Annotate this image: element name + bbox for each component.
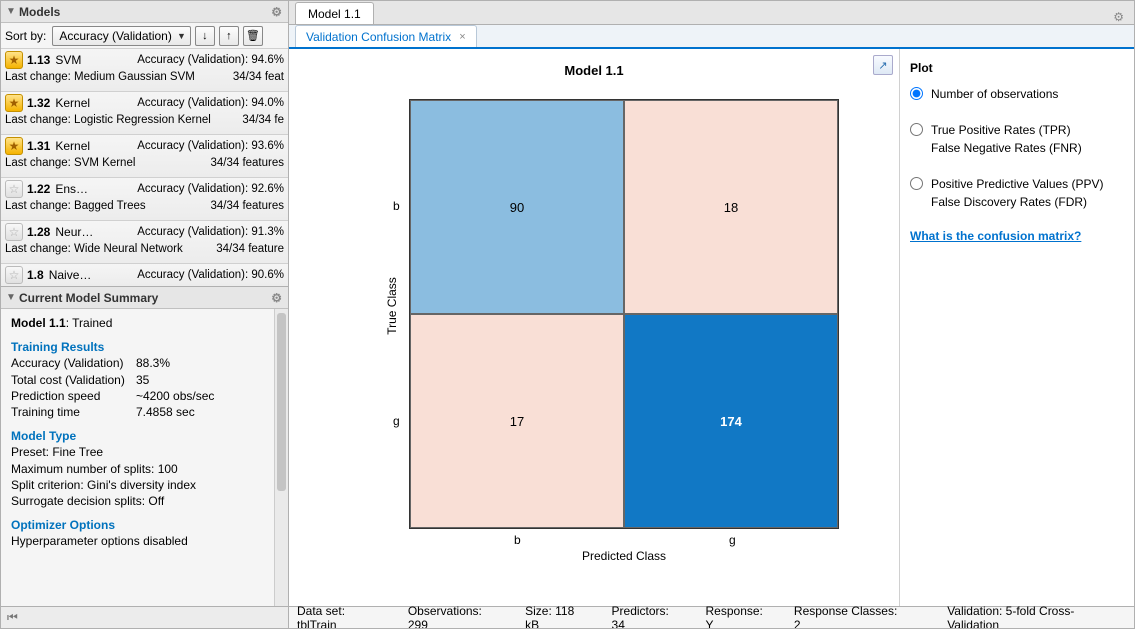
y-axis-label: True Class (385, 277, 399, 335)
status-response: Response: Y (706, 604, 774, 629)
delete-button[interactable]: 🗑 (243, 26, 263, 46)
training-results-heading: Training Results (11, 339, 278, 355)
collapse-arrow-icon[interactable]: ▼ (5, 6, 17, 17)
chart-title: Model 1.1 (289, 49, 899, 78)
sidebar-footer: ⏮ (1, 606, 288, 628)
matrix-cell: 17 (410, 314, 624, 528)
inner-tab-strip: Validation Confusion Matrix × (289, 25, 1134, 49)
plot-options-heading: Plot (910, 61, 1124, 75)
status-response-classes: Response Classes: 2 (794, 604, 907, 629)
radio-tpr-fnr[interactable] (910, 123, 923, 136)
star-icon[interactable] (5, 51, 23, 69)
plot-options-panel: Plot Number of observations True Positiv… (899, 49, 1134, 606)
sort-select[interactable]: Accuracy (Validation) (52, 26, 191, 46)
y-tick: g (393, 414, 400, 428)
optimizer-heading: Optimizer Options (11, 517, 278, 533)
sort-row: Sort by: Accuracy (Validation) ↓ ↑ 🗑 (1, 23, 288, 49)
sort-label: Sort by: (5, 29, 46, 43)
rewind-icon[interactable]: ⏮ (7, 610, 18, 625)
plot-area: ↗ Model 1.1 True Class 90 18 17 174 b g … (289, 49, 1134, 606)
summary-panel-title: Current Model Summary (19, 291, 271, 305)
model-item[interactable]: 1.31 Kernel Accuracy (Validation): 93.6%… (1, 135, 288, 178)
model-item[interactable]: 1.13 SVM Accuracy (Validation): 94.6% La… (1, 49, 288, 92)
models-panel-title: Models (19, 5, 271, 19)
radio-observations[interactable] (910, 87, 923, 100)
model-type-heading: Model Type (11, 428, 278, 444)
export-plot-icon[interactable]: ↗ (873, 55, 893, 75)
status-bar: Data set: tblTrain Observations: 299 Siz… (289, 606, 1134, 628)
confusion-matrix: 90 18 17 174 (409, 99, 839, 529)
radio-option-ppv-fdr[interactable]: Positive Predictive Values (PPV) False D… (910, 175, 1124, 211)
radio-option-tpr-fnr[interactable]: True Positive Rates (TPR) False Negative… (910, 121, 1124, 157)
close-icon[interactable]: × (459, 31, 465, 43)
x-tick: g (729, 533, 736, 547)
star-icon[interactable] (5, 266, 23, 284)
scrollbar-thumb[interactable] (277, 313, 286, 491)
summary-panel-header[interactable]: ▼ Current Model Summary ⚙ (1, 287, 288, 309)
x-axis-label: Predicted Class (409, 549, 839, 563)
status-validation: Validation: 5-fold Cross-Validation (947, 604, 1126, 629)
star-icon[interactable] (5, 94, 23, 112)
summary-model-name: Model 1.1 (11, 316, 66, 330)
models-panel-header[interactable]: ▼ Models ⚙ (1, 1, 288, 23)
model-item[interactable]: 1.22 Ens… Accuracy (Validation): 92.6% L… (1, 178, 288, 221)
status-size: Size: 118 kB (525, 604, 591, 629)
matrix-cell: 174 (624, 314, 838, 528)
sort-down-button[interactable]: ↓ (195, 26, 215, 46)
summary-scrollbar[interactable] (274, 309, 288, 606)
star-icon[interactable] (5, 180, 23, 198)
outer-tab-strip: Model 1.1 ⚙ (289, 1, 1134, 25)
sort-up-button[interactable]: ↑ (219, 26, 239, 46)
radio-ppv-fdr[interactable] (910, 177, 923, 190)
tab-confusion-matrix[interactable]: Validation Confusion Matrix × (295, 25, 477, 47)
collapse-arrow-icon[interactable]: ▼ (5, 292, 17, 303)
model-item[interactable]: 1.8 Naive… Accuracy (Validation): 90.6% (1, 264, 288, 286)
help-link[interactable]: What is the confusion matrix? (910, 229, 1124, 243)
sidebar: ▼ Models ⚙ Sort by: Accuracy (Validation… (1, 1, 289, 628)
chart-wrap: ↗ Model 1.1 True Class 90 18 17 174 b g … (289, 49, 899, 606)
status-observations: Observations: 299 (408, 604, 505, 629)
matrix-cell: 18 (624, 100, 838, 314)
model-item[interactable]: 1.28 Neur… Accuracy (Validation): 91.3% … (1, 221, 288, 264)
radio-option-observations[interactable]: Number of observations (910, 85, 1124, 103)
right-gear-icon[interactable]: ⚙ (1109, 10, 1128, 24)
model-list: 1.13 SVM Accuracy (Validation): 94.6% La… (1, 49, 288, 286)
summary-panel: ▼ Current Model Summary ⚙ Model 1.1: Tra… (1, 286, 288, 606)
models-gear-icon[interactable]: ⚙ (271, 5, 282, 19)
tab-model[interactable]: Model 1.1 (295, 2, 374, 24)
status-predictors: Predictors: 34 (612, 604, 686, 629)
right-pane: Model 1.1 ⚙ Validation Confusion Matrix … (289, 1, 1134, 628)
summary-gear-icon[interactable]: ⚙ (271, 291, 282, 305)
model-item[interactable]: 1.32 Kernel Accuracy (Validation): 94.0%… (1, 92, 288, 135)
y-tick: b (393, 199, 400, 213)
matrix-cell: 90 (410, 100, 624, 314)
summary-body: Model 1.1: Trained Training Results Accu… (1, 309, 288, 606)
status-dataset: Data set: tblTrain (297, 604, 388, 629)
star-icon[interactable] (5, 223, 23, 241)
x-tick: b (514, 533, 521, 547)
star-icon[interactable] (5, 137, 23, 155)
